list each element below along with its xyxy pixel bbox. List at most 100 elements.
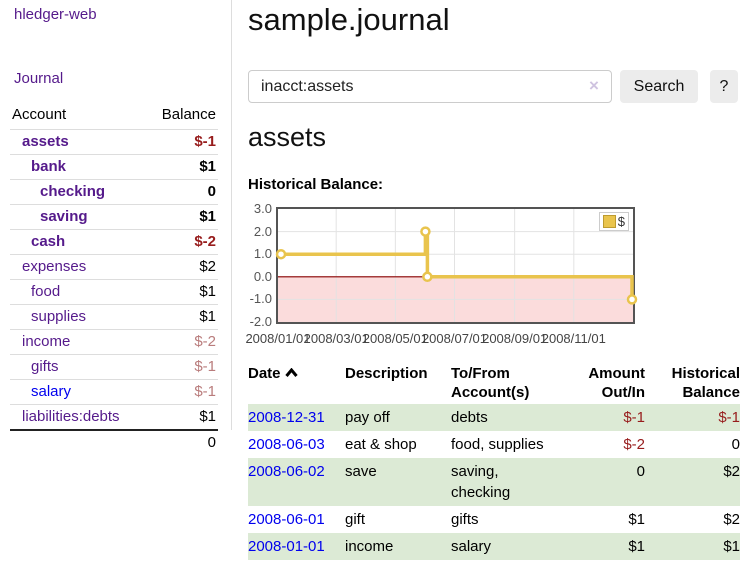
register-table: Date Description To/From Account(s) Amou…: [248, 362, 740, 560]
sidebar-account-link[interactable]: bank: [31, 158, 67, 175]
accounts-table-body: assets $-1 bank $1 checking 0 saving $1 cash $-2 e…: [10, 129, 218, 431]
sidebar-account-balance: $-1: [194, 133, 216, 150]
transaction-date-link[interactable]: 2008-12-31: [248, 409, 325, 426]
help-button[interactable]: ?: [710, 70, 738, 103]
transaction-balance: 0: [731, 436, 740, 453]
header-balance: Historical Balance: [671, 365, 740, 401]
account-column-header: Account: [12, 106, 67, 123]
sidebar-account-balance: $-2: [194, 333, 216, 350]
sidebar-account-row: bank $1: [10, 154, 218, 180]
sidebar: hledger-web Journal Account Balance asse…: [0, 0, 232, 451]
transaction-accounts: food, supplies: [451, 436, 544, 453]
sidebar-account-row: assets $-1: [10, 129, 218, 155]
sidebar-account-row: income $-2: [10, 329, 218, 355]
y-axis-tick-label: 2.0: [253, 223, 272, 239]
chart-legend: $: [598, 212, 629, 231]
transaction-accounts: debts: [451, 409, 488, 426]
sidebar-account-link[interactable]: cash: [31, 233, 66, 250]
sidebar-account-balance: $2: [199, 258, 216, 275]
sidebar-account-link[interactable]: income: [22, 333, 71, 350]
sort-ascending-icon: [284, 364, 298, 383]
accounts-total-row: 0: [10, 430, 218, 455]
transaction-date-link[interactable]: 2008-06-02: [248, 463, 325, 480]
header-amount: Amount Out/In: [588, 365, 645, 401]
transaction-date-link[interactable]: 2008-06-01: [248, 511, 325, 528]
sidebar-account-balance: $1: [199, 283, 216, 300]
balance-column-header: Balance: [161, 106, 216, 123]
sidebar-account-balance: $1: [199, 308, 216, 325]
header-date[interactable]: Date: [248, 362, 345, 404]
sidebar-account-row: saving $1: [10, 204, 218, 230]
sidebar-account-row: salary $-1: [10, 379, 218, 405]
y-axis-tick-label: 3.0: [253, 201, 272, 216]
y-axis-tick-label: 1.0: [253, 246, 272, 262]
x-axis-tick-label: 2008/03/01: [303, 331, 369, 346]
header-description: Description: [345, 365, 428, 382]
transaction-accounts: saving, checking: [451, 463, 511, 501]
x-axis-tick-label: 2008/07/01: [421, 331, 488, 346]
transaction-amount: $1: [628, 511, 645, 528]
sidebar-account-link[interactable]: assets: [22, 133, 69, 150]
y-axis-tick-label: 0.0: [253, 268, 272, 284]
search-input[interactable]: [248, 70, 612, 103]
transaction-description: save: [345, 463, 377, 480]
y-axis-tick-label: -2.0: [249, 314, 272, 329]
sidebar-account-balance: $1: [199, 208, 216, 225]
account-heading: assets: [248, 122, 327, 152]
register-row: 2008-01-01 income salary $1 $1: [248, 533, 740, 560]
register-row: 2008-06-03 eat & shop food, supplies $-2 0: [248, 431, 740, 458]
page-title: sample.journal: [248, 2, 450, 37]
x-axis-tick-label: 2008/09/01: [482, 331, 548, 346]
chart-canvas: [275, 209, 638, 322]
transaction-balance: $-1: [718, 409, 740, 426]
transaction-amount: $-2: [623, 436, 645, 453]
x-axis-tick-label: 2008/05/01: [362, 331, 428, 346]
sidebar-account-row: supplies $1: [10, 304, 218, 330]
transaction-description: eat & shop: [345, 436, 417, 453]
sidebar-account-link[interactable]: salary: [31, 383, 72, 400]
sidebar-account-balance: $1: [199, 408, 216, 425]
app-title-link[interactable]: hledger-web: [14, 6, 97, 23]
sidebar-account-balance: 0: [207, 183, 216, 200]
transaction-amount: $1: [628, 538, 645, 555]
sidebar-account-balance: $1: [199, 158, 216, 175]
transaction-amount: $-1: [623, 409, 645, 426]
accounts-table-header: Account Balance: [10, 102, 218, 130]
clear-search-icon[interactable]: ×: [589, 76, 599, 95]
register-row: 2008-06-01 gift gifts $1 $2: [248, 506, 740, 533]
transaction-description: pay off: [345, 409, 390, 426]
sidebar-item-journal[interactable]: Journal: [14, 70, 64, 87]
transaction-accounts: gifts: [451, 511, 479, 528]
sidebar-account-balance: $-2: [194, 233, 216, 250]
transaction-date-link[interactable]: 2008-06-03: [248, 436, 325, 453]
transaction-date-link[interactable]: 2008-01-01: [248, 538, 325, 555]
sidebar-account-link[interactable]: gifts: [31, 358, 59, 375]
transaction-description: income: [345, 538, 394, 555]
sidebar-account-link[interactable]: liabilities:debts: [22, 408, 120, 425]
sidebar-account-balance: $-1: [194, 358, 216, 375]
sidebar-account-link[interactable]: food: [31, 283, 61, 300]
sidebar-account-row: checking 0: [10, 179, 218, 205]
transaction-amount: 0: [636, 463, 645, 480]
sidebar-account-row: cash $-2: [10, 229, 218, 255]
register-row: 2008-12-31 pay off debts $-1 $-1: [248, 404, 740, 431]
transaction-balance: $2: [723, 511, 740, 528]
sidebar-account-row: food $1: [10, 279, 218, 305]
legend-swatch-icon: [602, 215, 616, 228]
transaction-balance: $2: [723, 463, 740, 480]
y-axis-tick-label: -1.0: [249, 291, 272, 307]
x-axis-tick-label: 2008/01/01: [245, 331, 311, 346]
legend-label: $: [617, 214, 625, 229]
sidebar-account-link[interactable]: expenses: [22, 258, 87, 275]
sidebar-account-link[interactable]: saving: [40, 208, 88, 225]
register-row: 2008-06-02 save saving, checking 0 $2: [248, 458, 740, 506]
sidebar-account-link[interactable]: checking: [40, 183, 106, 200]
historical-balance-chart: $: [275, 207, 638, 324]
sidebar-account-row: gifts $-1: [10, 354, 218, 380]
sidebar-account-link[interactable]: supplies: [31, 308, 87, 325]
sidebar-account-row: liabilities:debts $1: [10, 404, 218, 431]
search-button[interactable]: Search: [620, 70, 698, 103]
x-axis-tick-label: 2008/11/01: [541, 331, 606, 346]
accounts-table: Account Balance assets $-1 bank $1 checking 0…: [10, 102, 218, 455]
